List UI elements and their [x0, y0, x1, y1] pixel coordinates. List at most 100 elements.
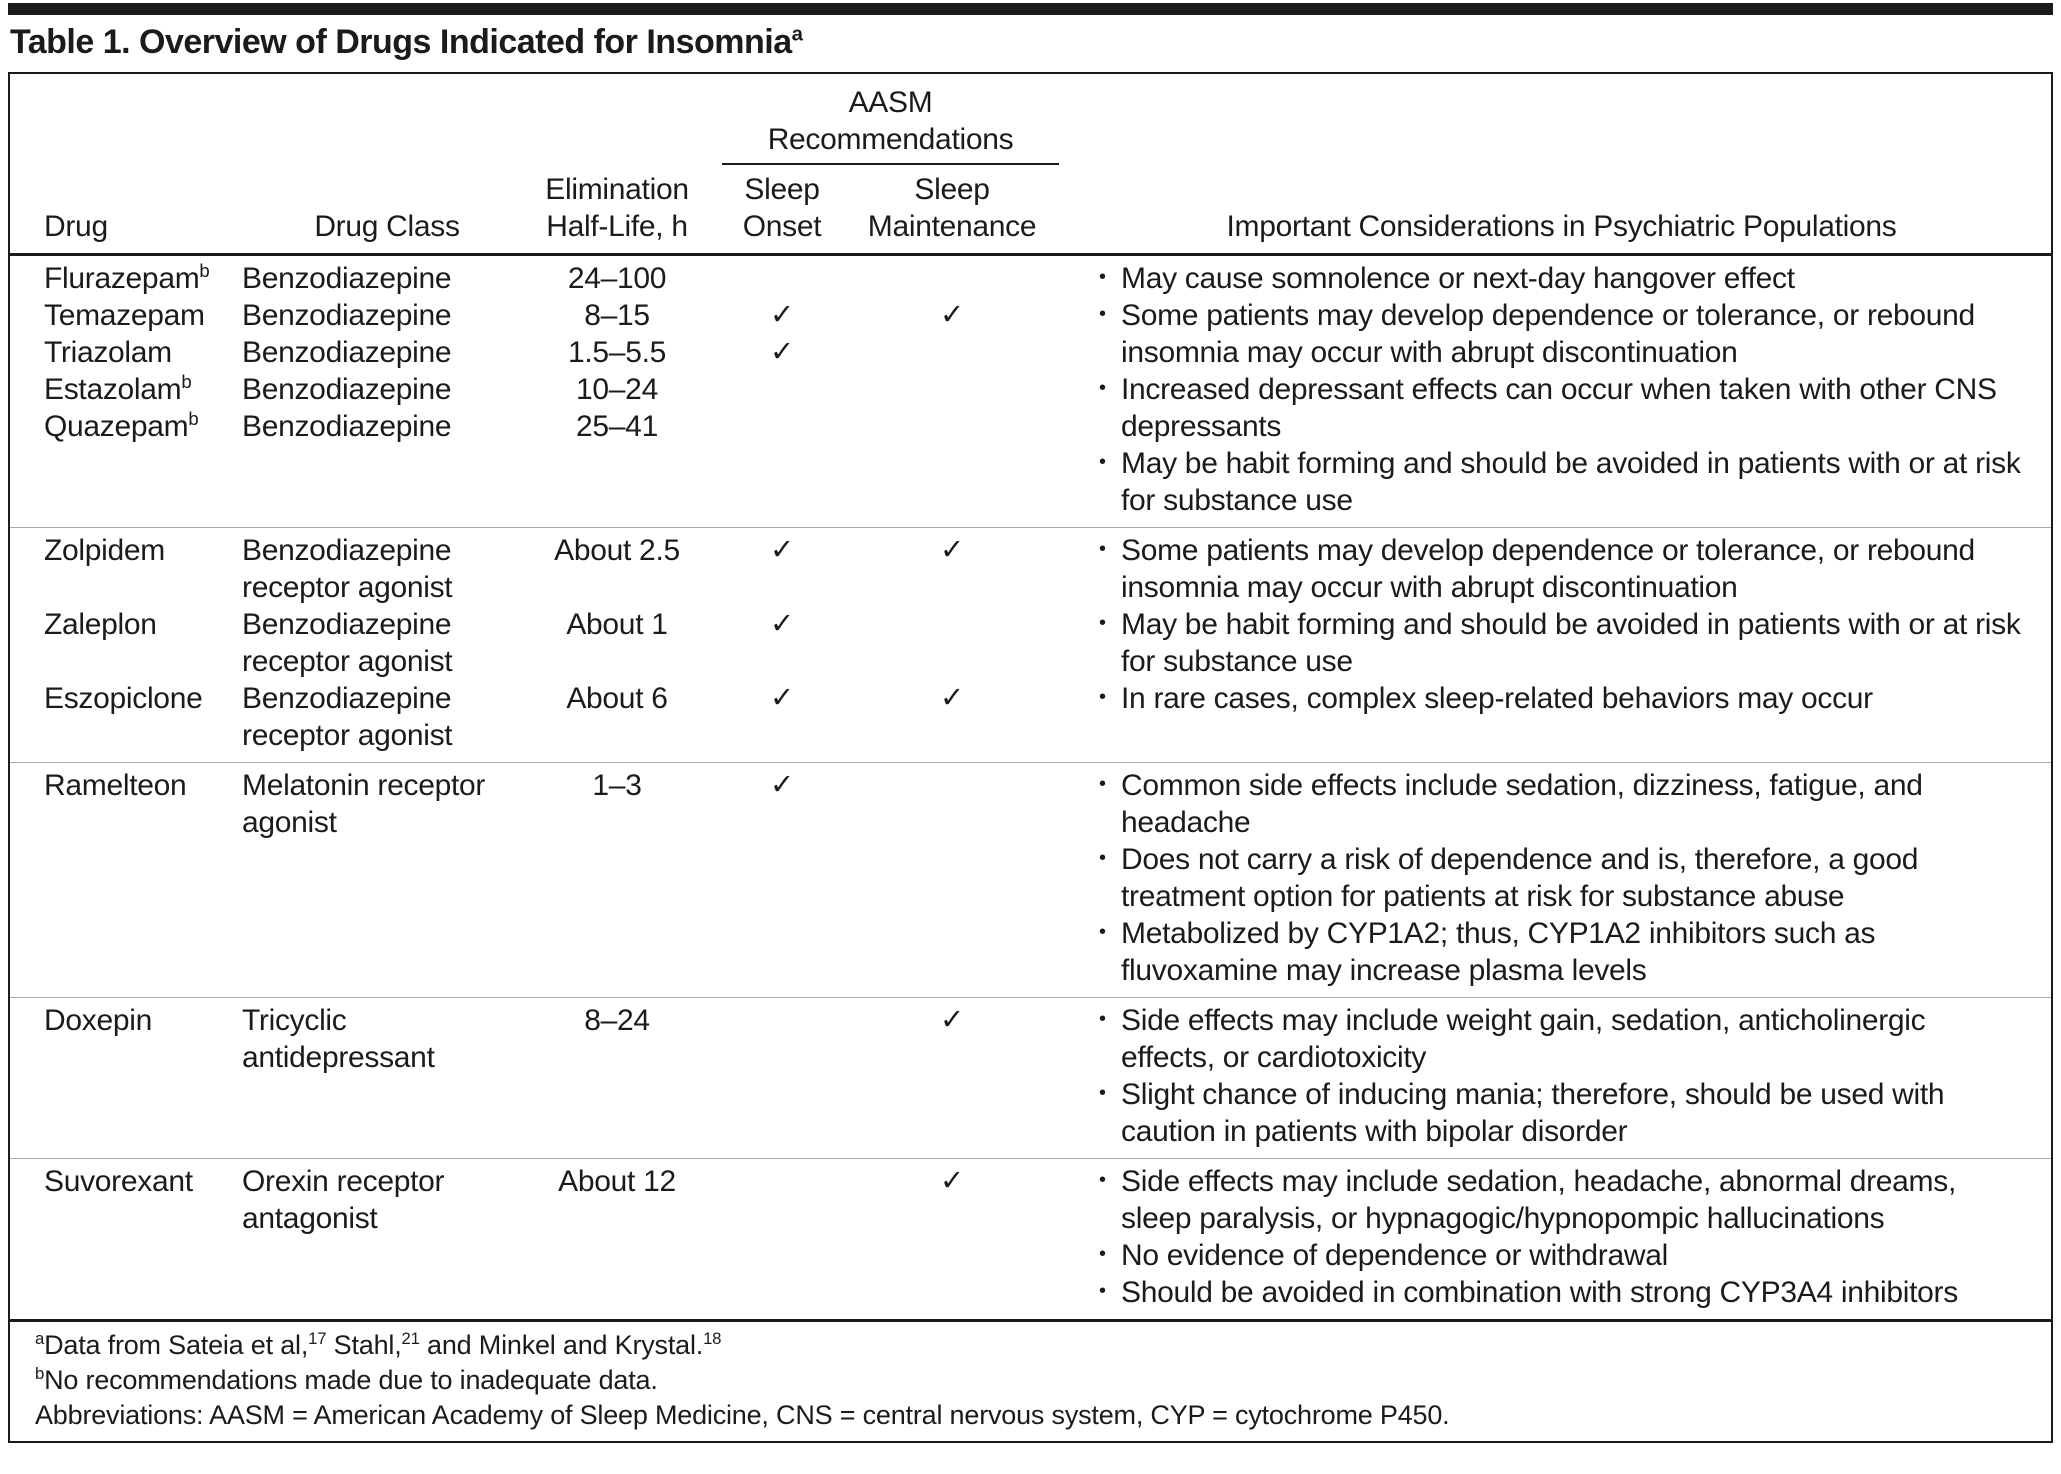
- table-title-superscript: a: [791, 23, 803, 46]
- table-row: Suvorexant Orexin receptor antagonist Ab…: [10, 1163, 1042, 1237]
- footnote-a: aData from Sateia et al,17 Stahl,21 and …: [35, 1328, 2031, 1363]
- half-life-value: 8–24: [584, 1004, 650, 1037]
- consideration-item: Increased depressant effects can occur w…: [1095, 370, 2027, 445]
- column-header-sleep-onset: Sleep Onset: [742, 173, 822, 243]
- drug-class: Melatonin receptor agonist: [242, 769, 486, 839]
- half-life-value: 1.5–5.5: [568, 336, 666, 369]
- drug-class: Benzodiazepine: [242, 410, 452, 443]
- sleep-maintenance-checkmark: ✓: [940, 299, 964, 331]
- drug-table: AASM Recommendations Drug Drug Class Eli…: [8, 72, 2053, 1443]
- title-rule-bar: [8, 3, 2053, 15]
- drug-name-text: Triazolam: [44, 336, 172, 369]
- considerations-list: Some patients may develop dependence or …: [1042, 531, 2051, 754]
- table-row: Eszopiclone Benzodiazepine receptor agon…: [10, 680, 1042, 754]
- sleep-onset-checkmark: ✓: [770, 299, 794, 331]
- drug-name: Ramelteon: [32, 767, 242, 841]
- drug-rows: Flurazepamb Benzodiazepine 24–100 Temaze…: [10, 260, 1042, 519]
- consideration-item: Does not carry a risk of dependence and …: [1095, 840, 2027, 915]
- sleep-onset-checkmark: [702, 371, 862, 408]
- consideration-item: Slight chance of inducing mania; therefo…: [1095, 1075, 2027, 1150]
- drug-name-text: Suvorexant: [44, 1165, 193, 1198]
- drug-name-text: Flurazepam: [44, 262, 200, 295]
- sleep-onset-checkmark: ✓: [770, 336, 794, 368]
- table-group-tricyclic: Doxepin Tricyclic antidepressant 8–24 ✓ …: [10, 997, 2051, 1158]
- reference-superscript: 21: [401, 1329, 420, 1348]
- drug-name-text: Doxepin: [44, 1004, 152, 1037]
- sleep-maintenance-checkmark: [862, 371, 1042, 408]
- sleep-maintenance-checkmark: [862, 767, 1042, 841]
- drug-name-text: Eszopiclone: [44, 682, 203, 715]
- drug-name: Zaleplon: [32, 606, 242, 680]
- half-life-value: About 1: [566, 608, 668, 641]
- drug-rows: Zolpidem Benzodiazepine receptor agonist…: [10, 532, 1042, 754]
- drug-name-text: Zaleplon: [44, 608, 157, 641]
- table-row: Zaleplon Benzodiazepine receptor agonist…: [10, 606, 1042, 680]
- sleep-onset-checkmark: [702, 408, 862, 445]
- drug-rows: Doxepin Tricyclic antidepressant 8–24 ✓: [10, 1002, 1042, 1150]
- consideration-item: May be habit forming and should be avoid…: [1095, 444, 2027, 519]
- drug-name: Quazepamb: [32, 408, 242, 445]
- considerations-list: May cause somnolence or next-day hangove…: [1042, 259, 2051, 519]
- footnote-text: Stahl,: [326, 1330, 402, 1360]
- consideration-item: Side effects may include sedation, heada…: [1095, 1162, 2027, 1237]
- sleep-maintenance-checkmark: ✓: [940, 1004, 964, 1036]
- half-life-value: 1–3: [592, 769, 642, 802]
- table-title: Table 1. Overview of Drugs Indicated for…: [8, 15, 2053, 72]
- drug-class: Benzodiazepine: [242, 336, 452, 369]
- drug-class: Benzodiazepine: [242, 299, 452, 332]
- table-row: Triazolam Benzodiazepine 1.5–5.5 ✓: [10, 334, 1042, 371]
- drug-footnote-marker: b: [188, 408, 199, 429]
- sleep-maintenance-checkmark: [862, 334, 1042, 371]
- drug-class: Benzodiazepine receptor agonist: [242, 608, 453, 678]
- reference-superscript: 17: [308, 1329, 327, 1348]
- column-header-considerations: Important Considerations in Psychiatric …: [1226, 210, 1897, 243]
- drug-class: Benzodiazepine receptor agonist: [242, 682, 453, 752]
- sleep-maintenance-checkmark: [862, 606, 1042, 680]
- footnote-text: No recommendations made due to inadequat…: [44, 1365, 658, 1395]
- sleep-maintenance-checkmark: [862, 408, 1042, 445]
- sleep-onset-checkmark: [702, 1163, 862, 1237]
- table-group-orexin-antagonist: Suvorexant Orexin receptor antagonist Ab…: [10, 1158, 2051, 1319]
- table-row: Temazepam Benzodiazepine 8–15 ✓ ✓: [10, 297, 1042, 334]
- considerations-list: Side effects may include sedation, heada…: [1042, 1162, 2051, 1311]
- footnote-marker: b: [35, 1364, 45, 1383]
- drug-name: Eszopiclone: [32, 680, 242, 754]
- table-row: Zolpidem Benzodiazepine receptor agonist…: [10, 532, 1042, 606]
- drug-footnote-marker: b: [181, 371, 192, 392]
- half-life-value: 10–24: [576, 373, 658, 406]
- column-header-sleep-maintenance: Sleep Maintenance: [867, 173, 1037, 243]
- reference-superscript: 18: [703, 1329, 722, 1348]
- sleep-onset-checkmark: [702, 260, 862, 297]
- consideration-item: May cause somnolence or next-day hangove…: [1095, 259, 2027, 297]
- consideration-item: Side effects may include weight gain, se…: [1095, 1001, 2027, 1076]
- drug-class: Orexin receptor antagonist: [242, 1165, 445, 1235]
- footnote-marker: a: [35, 1329, 45, 1348]
- half-life-value: About 2.5: [554, 534, 680, 567]
- drug-name: Doxepin: [32, 1002, 242, 1076]
- consideration-item: In rare cases, complex sleep-related beh…: [1095, 679, 2027, 717]
- footnote-text: and Minkel and Krystal.: [419, 1330, 704, 1360]
- drug-name: Temazepam: [32, 297, 242, 334]
- considerations-list: Common side effects include sedation, di…: [1042, 766, 2051, 989]
- drug-name-text: Quazepam: [44, 410, 189, 443]
- considerations-list: Side effects may include weight gain, se…: [1042, 1001, 2051, 1150]
- half-life-value: About 6: [566, 682, 668, 715]
- drug-name: Triazolam: [32, 334, 242, 371]
- drug-name: Estazolamb: [32, 371, 242, 408]
- footnote-b: bNo recommendations made due to inadequa…: [35, 1363, 2031, 1398]
- drug-name-text: Estazolam: [44, 373, 182, 406]
- sleep-onset-checkmark: ✓: [770, 682, 794, 714]
- table-row: Flurazepamb Benzodiazepine 24–100: [10, 260, 1042, 297]
- drug-name-text: Ramelteon: [44, 769, 187, 802]
- consideration-item: Common side effects include sedation, di…: [1095, 766, 2027, 841]
- consideration-item: Some patients may develop dependence or …: [1095, 296, 2027, 371]
- table-title-text: Table 1. Overview of Drugs Indicated for…: [10, 23, 792, 61]
- drug-class: Benzodiazepine receptor agonist: [242, 534, 453, 604]
- drug-name: Zolpidem: [32, 532, 242, 606]
- table-row: Ramelteon Melatonin receptor agonist 1–3…: [10, 767, 1042, 841]
- drug-rows: Ramelteon Melatonin receptor agonist 1–3…: [10, 767, 1042, 989]
- half-life-value: 8–15: [584, 299, 650, 332]
- sleep-onset-checkmark: ✓: [770, 534, 794, 566]
- sleep-maintenance-checkmark: ✓: [940, 682, 964, 714]
